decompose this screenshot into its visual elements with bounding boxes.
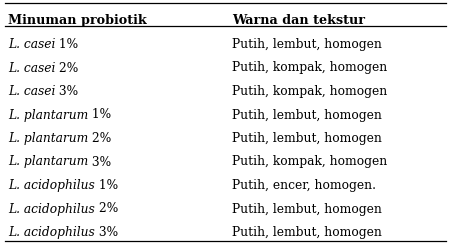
Text: 2%: 2% [88, 132, 112, 145]
Text: Putih, lembut, homogen: Putih, lembut, homogen [232, 108, 382, 122]
Text: L. plantarum: L. plantarum [8, 155, 88, 169]
Text: Putih, encer, homogen.: Putih, encer, homogen. [232, 179, 376, 192]
Text: 3%: 3% [95, 226, 118, 239]
Text: Warna dan tekstur: Warna dan tekstur [232, 14, 365, 27]
Text: 2%: 2% [55, 62, 79, 75]
Text: L. acidophilus: L. acidophilus [8, 226, 95, 239]
Text: 3%: 3% [55, 85, 78, 98]
Text: L. casei: L. casei [8, 85, 55, 98]
Text: 3%: 3% [88, 155, 112, 169]
Text: 2%: 2% [95, 202, 118, 215]
Text: 1%: 1% [95, 179, 118, 192]
Text: Putih, lembut, homogen: Putih, lembut, homogen [232, 132, 382, 145]
Text: L. acidophilus: L. acidophilus [8, 202, 95, 215]
Text: Putih, lembut, homogen: Putih, lembut, homogen [232, 226, 382, 239]
Text: L. plantarum: L. plantarum [8, 132, 88, 145]
Text: L. plantarum: L. plantarum [8, 108, 88, 122]
Text: 1%: 1% [55, 38, 78, 51]
Text: L. casei: L. casei [8, 62, 55, 75]
Text: L. acidophilus: L. acidophilus [8, 179, 95, 192]
Text: Putih, lembut, homogen: Putih, lembut, homogen [232, 202, 382, 215]
Text: Putih, lembut, homogen: Putih, lembut, homogen [232, 38, 382, 51]
Text: Putih, kompak, homogen: Putih, kompak, homogen [232, 62, 387, 75]
Text: L. casei: L. casei [8, 38, 55, 51]
Text: 1%: 1% [88, 108, 112, 122]
Text: Minuman probiotik: Minuman probiotik [8, 14, 147, 27]
Text: Putih, kompak, homogen: Putih, kompak, homogen [232, 155, 387, 169]
Text: Putih, kompak, homogen: Putih, kompak, homogen [232, 85, 387, 98]
